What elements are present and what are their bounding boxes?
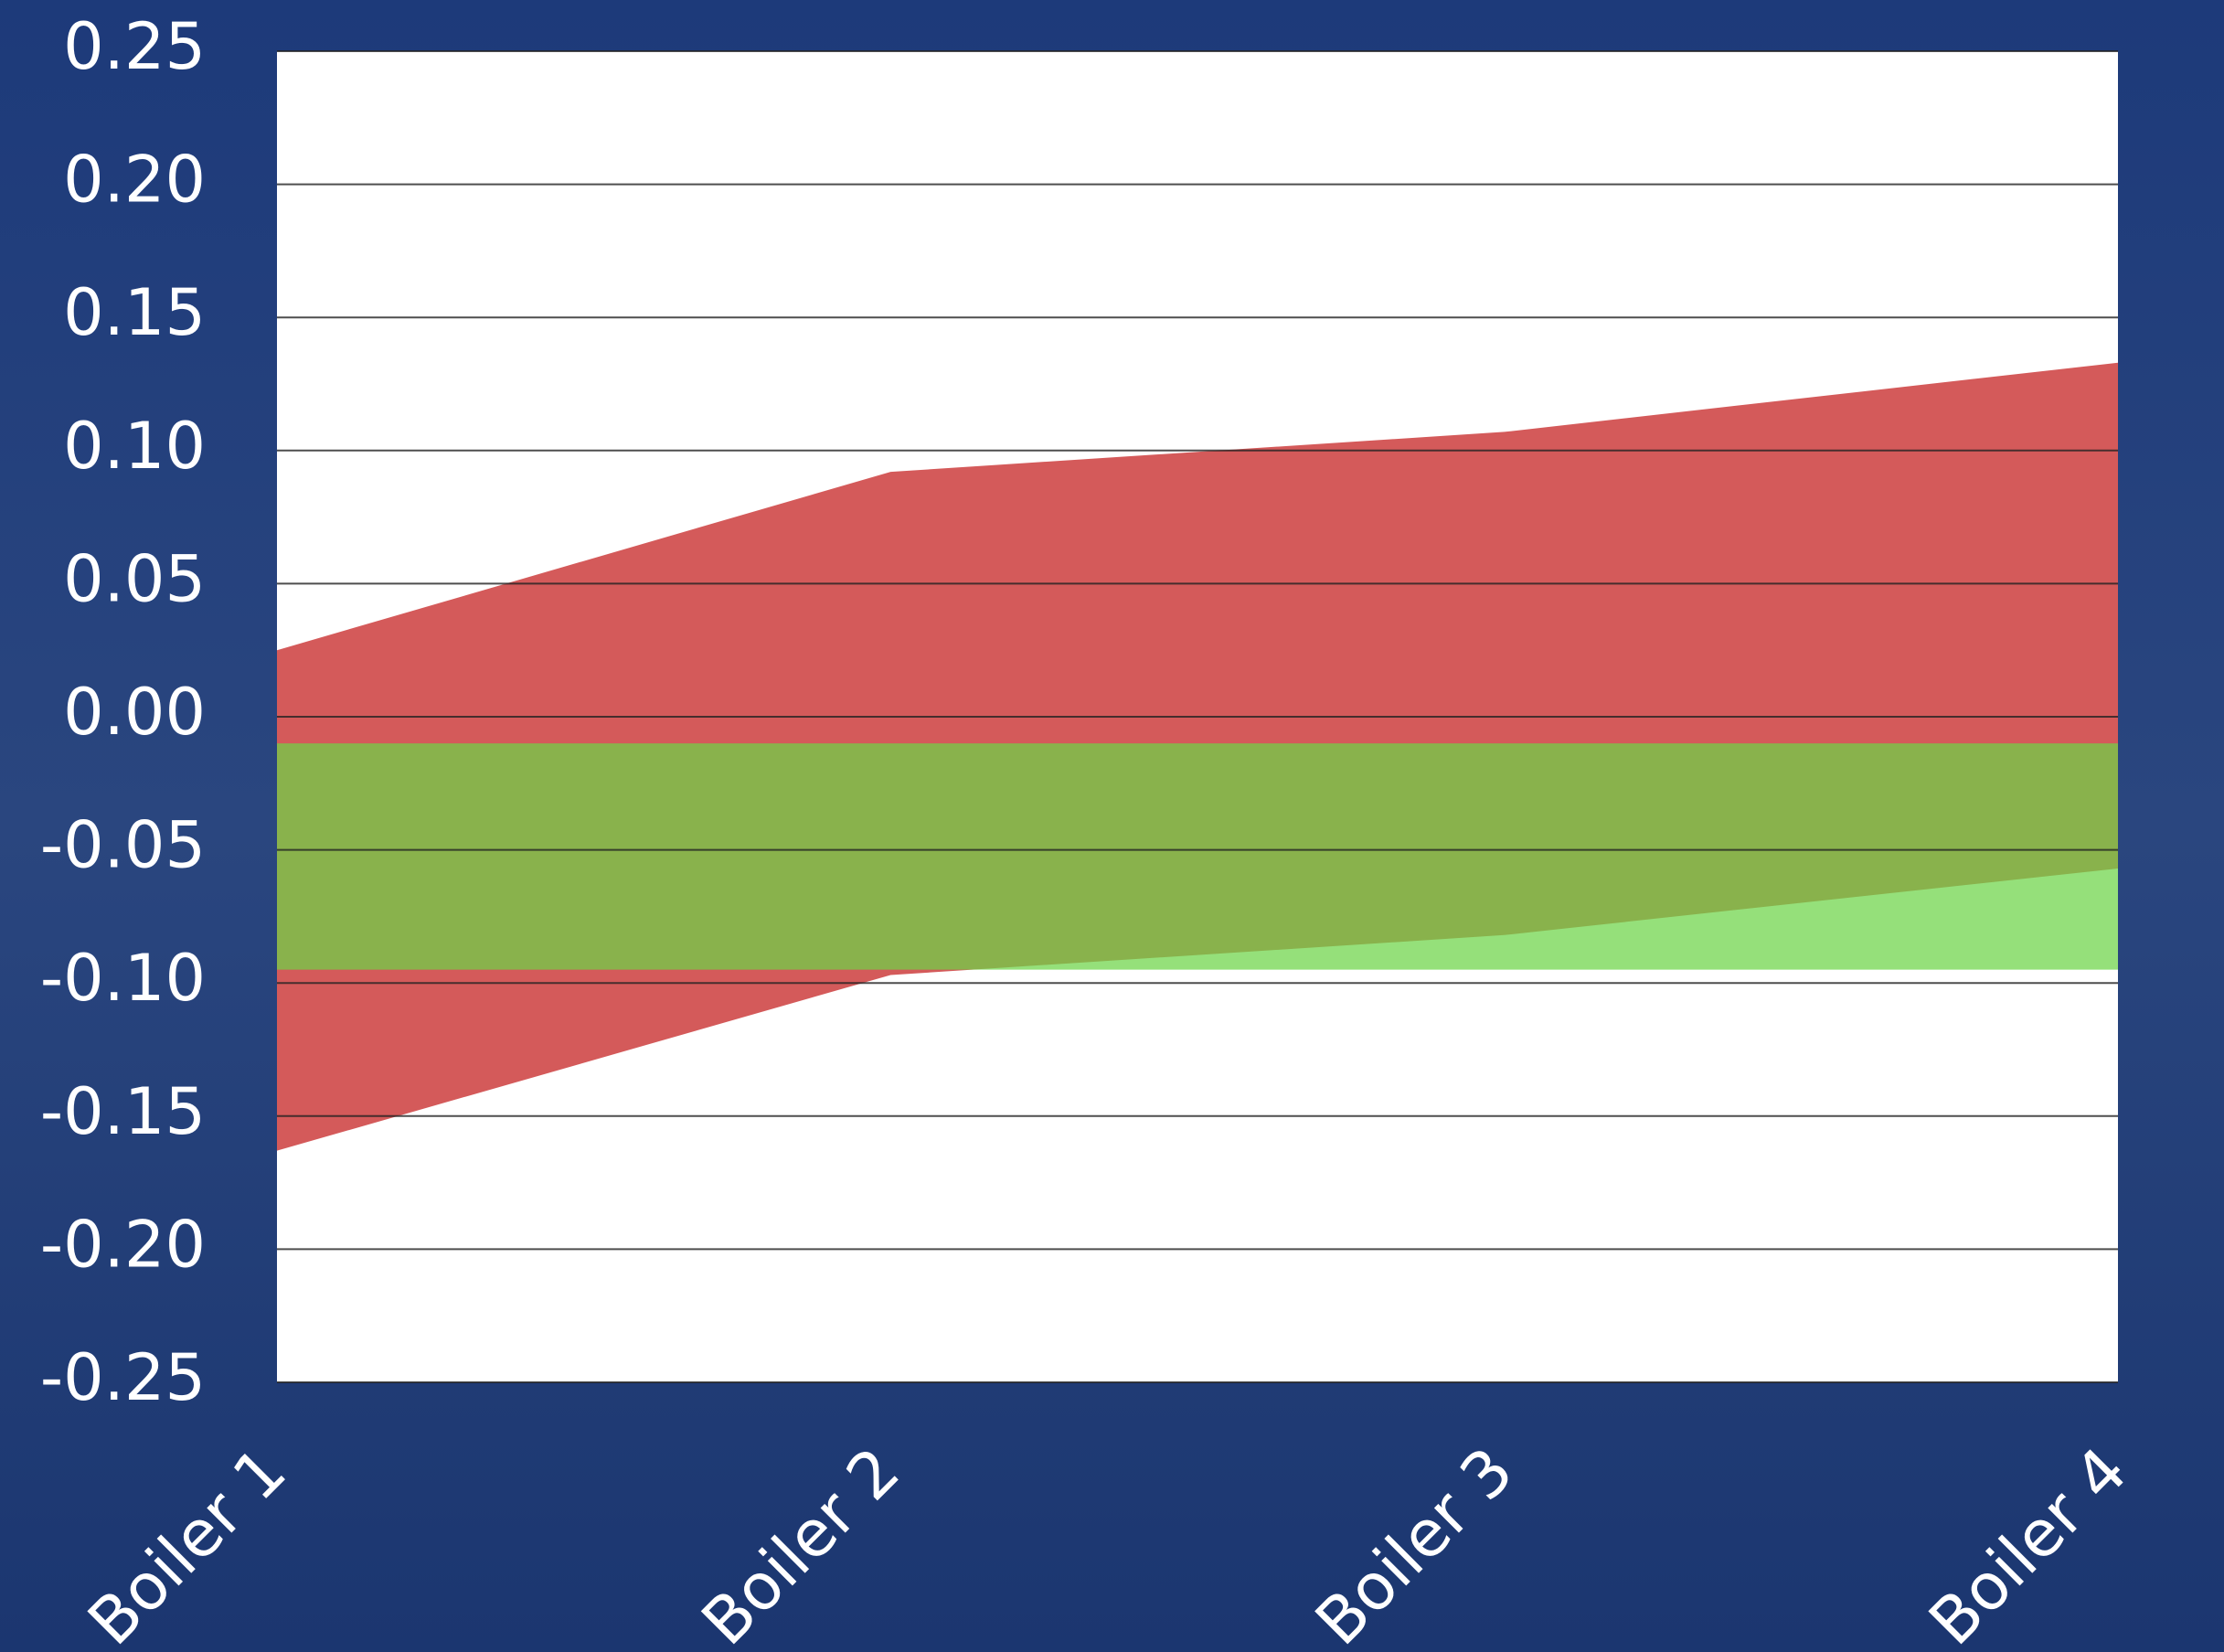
y-tick-label: 0.10: [63, 409, 206, 484]
y-tick-label: 0.20: [63, 143, 206, 218]
y-tick-label: 0.00: [63, 675, 206, 750]
y-tick-label: 0.15: [63, 275, 206, 350]
y-tick-label: -0.10: [40, 941, 206, 1016]
y-tick-label: -0.25: [40, 1340, 206, 1415]
y-tick-label: -0.05: [40, 808, 206, 883]
y-tick-label: 0.05: [63, 541, 206, 616]
range-band: [277, 743, 2118, 970]
y-tick-label: -0.15: [40, 1074, 206, 1149]
y-tick-label: -0.20: [40, 1207, 206, 1282]
y-tick-label: 0.25: [63, 9, 206, 84]
